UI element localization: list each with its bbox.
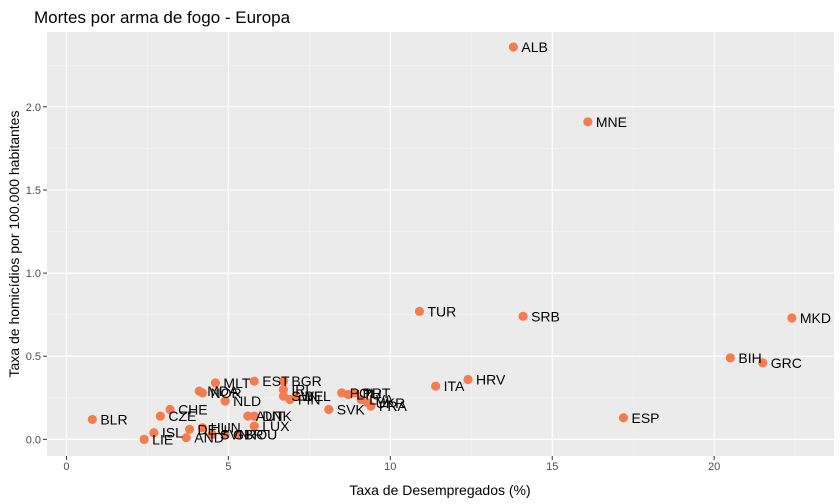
- data-point-nld: [220, 396, 230, 406]
- data-point-rou: [233, 429, 243, 439]
- x-tick-label: 0: [63, 461, 69, 473]
- chart-title: Mortes por arma de fogo - Europa: [34, 8, 291, 27]
- y-tick-label: 1.0: [26, 268, 41, 280]
- data-label-svk: SVK: [337, 401, 366, 417]
- data-label-hun: HUN: [210, 420, 240, 436]
- data-label-che: CHE: [178, 401, 208, 417]
- data-label-dnk: DNK: [262, 408, 292, 424]
- data-label-prt: PRT: [363, 385, 391, 401]
- minor-gridlines: [47, 32, 834, 456]
- data-point-fin: [285, 394, 295, 405]
- plot-panel: [47, 32, 834, 456]
- data-point-isl: [149, 428, 159, 438]
- data-label-gbr: GBR: [233, 426, 263, 442]
- data-label-nor: NOR: [210, 385, 241, 401]
- data-label-mda: MDA: [207, 383, 239, 399]
- x-axis-ticks: 0 5 10 15 20: [63, 456, 720, 473]
- data-label-ltu: LTU: [356, 386, 381, 402]
- data-point-che: [165, 404, 175, 415]
- x-tick-label: 10: [384, 461, 396, 473]
- data-point-blr: [87, 414, 97, 425]
- data-label-svn: SVN: [220, 426, 249, 442]
- data-label-aut: AUT: [256, 408, 284, 424]
- y-tick-label: 2.0: [26, 102, 41, 114]
- data-label-fin: FIN: [298, 391, 321, 407]
- data-point-deu: [184, 424, 195, 434]
- data-point-bih: [725, 353, 735, 363]
- data-point-hrv: [463, 374, 473, 385]
- data-points: [87, 42, 797, 444]
- data-label-blr: BLR: [100, 411, 127, 427]
- data-point-fra: [366, 401, 376, 411]
- data-label-mkd: MKD: [800, 310, 831, 326]
- data-label-srb: SRB: [531, 308, 560, 324]
- data-point-irl: [278, 384, 289, 395]
- x-tick-label: 20: [708, 461, 720, 473]
- data-label-bih: BIH: [738, 350, 761, 366]
- data-label-hrv: HRV: [476, 372, 506, 388]
- x-axis-title: Taxa de Desempregados (%): [349, 482, 530, 498]
- data-point-aut: [243, 411, 253, 421]
- data-label-rou: ROU: [246, 426, 277, 442]
- data-label-fra: FRA: [379, 398, 408, 414]
- major-gridlines: [47, 32, 834, 456]
- data-label-ita: ITA: [444, 378, 465, 394]
- y-tick-label: 0.0: [26, 434, 41, 446]
- data-label-irl: IRL: [291, 381, 313, 397]
- data-label-lux: LUX: [262, 418, 290, 434]
- x-tick-label: 15: [546, 461, 558, 473]
- data-point-svk: [324, 404, 334, 415]
- data-point-svn: [207, 429, 217, 439]
- data-point-grc: [758, 358, 768, 368]
- data-label-grc: GRC: [771, 355, 802, 371]
- data-point-hun: [197, 423, 208, 433]
- data-point-mne: [583, 117, 593, 127]
- data-point-mlt: [210, 378, 221, 388]
- data-label-mlt: MLT: [223, 375, 250, 391]
- data-point-lie: [139, 434, 149, 444]
- data-label-mne: MNE: [596, 114, 627, 130]
- data-label-est: EST: [262, 373, 290, 389]
- data-label-bgr: BGR: [291, 373, 321, 389]
- data-point-tur: [414, 306, 425, 316]
- data-label-and: AND: [194, 430, 224, 446]
- x-tick-label: 5: [225, 461, 231, 473]
- data-point-gbr: [220, 429, 230, 439]
- data-label-nld: NLD: [233, 393, 261, 409]
- data-point-ltu: [343, 389, 353, 400]
- data-label-esp: ESP: [631, 410, 659, 426]
- data-label-isl: ISL: [162, 425, 183, 441]
- y-tick-label: 0.5: [26, 351, 41, 363]
- data-point-alb: [508, 42, 518, 52]
- data-label-ukr: UKR: [376, 395, 406, 411]
- data-point-mkd: [787, 313, 797, 323]
- data-point-and: [181, 433, 191, 443]
- data-label-pol: POL: [350, 385, 378, 401]
- data-label-lie: LIE: [152, 431, 173, 447]
- data-label-deu: DEU: [198, 421, 228, 437]
- data-label-alb: ALB: [521, 39, 547, 55]
- y-axis-ticks: 0.0 0.5 1.0 1.5 2.0: [26, 102, 47, 446]
- data-label-tur: TUR: [427, 303, 456, 319]
- data-point-lux: [249, 421, 259, 431]
- data-label-swe: SWE: [291, 388, 323, 404]
- data-point-esp: [618, 413, 629, 423]
- data-label-lva: LVA: [369, 391, 394, 407]
- data-point-bgr: [278, 376, 289, 386]
- data-point-nor: [197, 388, 208, 398]
- data-point-srb: [518, 311, 528, 321]
- data-label-cze: CZE: [168, 408, 196, 424]
- data-point-dnk: [249, 411, 259, 421]
- y-axis-title: Taxa de homicídios por 100.000 habitante…: [6, 111, 22, 378]
- data-point-est: [249, 376, 259, 386]
- data-point-cze: [155, 411, 165, 421]
- y-tick-label: 1.5: [26, 185, 41, 197]
- data-point-ita: [431, 381, 441, 391]
- data-label-bel: BEL: [304, 388, 331, 404]
